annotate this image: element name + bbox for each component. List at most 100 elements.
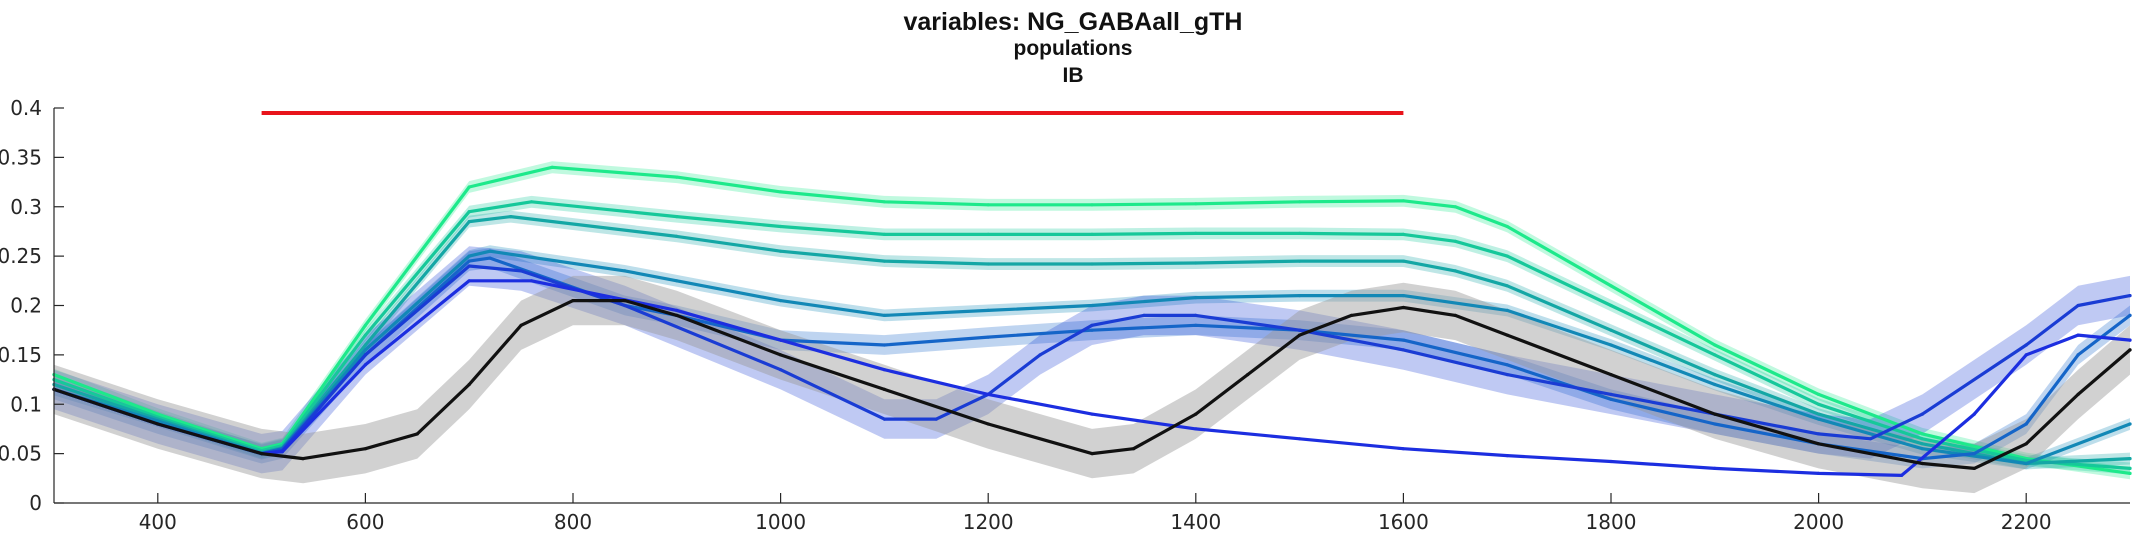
- series-5-point: [2128, 294, 2132, 298]
- series-1-point: [1920, 437, 1924, 441]
- series-7-point: [467, 382, 471, 387]
- series-7-point: [519, 323, 523, 327]
- series-0-point: [1401, 199, 1405, 203]
- series-2-point: [986, 262, 990, 266]
- series-2-point: [779, 249, 783, 253]
- series-1-point: [882, 232, 887, 236]
- series-5-point: [779, 368, 783, 372]
- series-7-point: [882, 387, 887, 391]
- series-5-point: [623, 303, 627, 308]
- series-0-point: [986, 203, 990, 207]
- series-1-point: [2024, 458, 2028, 463]
- series-5-point: [1920, 412, 1924, 416]
- y-tick-label: 0.15: [0, 343, 42, 367]
- series-6-point: [2076, 333, 2080, 337]
- series-7-point: [415, 432, 419, 436]
- series-7-point: [156, 422, 160, 426]
- series-0-point: [2128, 471, 2132, 475]
- series-5-point: [1817, 432, 1821, 436]
- series-7-point: [1194, 412, 1198, 416]
- series-1-point: [363, 333, 367, 337]
- series-7-point: [1246, 373, 1250, 377]
- series-4-point: [882, 343, 887, 347]
- series-2-point: [1194, 261, 1198, 265]
- series-3-point: [1505, 308, 1509, 312]
- series-6-point: [1401, 447, 1405, 451]
- series-0-point: [467, 185, 471, 189]
- series-4-point: [1505, 363, 1509, 367]
- series-3-point: [1090, 303, 1094, 308]
- series-2-point: [1453, 269, 1457, 273]
- series-0-point: [882, 200, 887, 204]
- x-tick-label: 1200: [963, 510, 1014, 533]
- x-tick-label: 1000: [755, 510, 806, 533]
- series-lines: [52, 165, 2132, 477]
- series-6-point: [1194, 427, 1198, 431]
- series-3-point: [1817, 417, 1821, 421]
- series-6-point: [882, 368, 887, 372]
- series-1-error-band: [54, 195, 2130, 475]
- series-6-point: [1505, 454, 1509, 458]
- series-1-point: [1453, 239, 1457, 243]
- series-1-point: [1817, 402, 1821, 406]
- x-tick-label: 2000: [1793, 510, 1844, 533]
- series-0-point: [1713, 343, 1717, 347]
- series-5-point: [934, 417, 938, 421]
- series-6-point: [779, 338, 783, 342]
- series-1-point: [1194, 231, 1198, 235]
- series-7-point: [675, 313, 679, 317]
- series-6-point: [1817, 471, 1821, 475]
- x-tick-label: 1400: [1170, 510, 1221, 533]
- series-4-point: [1194, 323, 1198, 327]
- series-3-point: [675, 279, 679, 283]
- series-3-point: [1401, 294, 1405, 298]
- series-5-error-band: [54, 246, 2130, 474]
- series-7-point: [1131, 447, 1136, 451]
- series-3-point: [1920, 447, 1924, 451]
- series-2-point: [1713, 373, 1717, 377]
- series-1-point: [986, 232, 990, 236]
- axes: 0 0.05 0.1 0.15 0.2 0.25 0.3 0.35 0.4 400 600 800 10…: [0, 96, 2130, 533]
- series-1-point: [1505, 254, 1509, 258]
- series-6-point: [1609, 459, 1613, 464]
- x-tick-label: 600: [346, 510, 384, 533]
- series-2-point: [363, 343, 367, 347]
- x-tick-label: 1600: [1378, 510, 1429, 533]
- series-7-point: [1713, 412, 1717, 416]
- series-6-point: [467, 279, 471, 283]
- series-3-point: [488, 249, 492, 253]
- series-7-point: [571, 299, 575, 303]
- series-0-point: [550, 165, 554, 169]
- y-tick-label: 0.2: [10, 294, 42, 318]
- series-3-point: [1609, 343, 1613, 347]
- series-5-point: [2024, 343, 2028, 347]
- series-6-point: [363, 363, 367, 367]
- series-3-point: [623, 269, 627, 273]
- series-2-point: [2128, 457, 2132, 461]
- series-4-point: [1090, 328, 1094, 332]
- series-4-point: [467, 259, 471, 263]
- x-tick-label: 1800: [1586, 510, 1637, 533]
- series-2-point: [1920, 442, 1924, 446]
- series-0-point: [1298, 200, 1302, 204]
- series-0-point: [1090, 203, 1094, 207]
- series-7-point: [1972, 466, 1976, 470]
- series-7-point: [301, 457, 305, 461]
- series-3-point: [467, 254, 471, 258]
- series-7-point: [2024, 442, 2028, 446]
- y-tick-label: 0.35: [0, 145, 42, 169]
- series-2-point: [467, 220, 471, 224]
- series-3-point: [1298, 294, 1302, 298]
- series-1-point: [1298, 231, 1302, 235]
- series-6-point: [1972, 412, 1976, 416]
- series-4-point: [2128, 313, 2132, 317]
- series-4-error-band: [54, 248, 2130, 469]
- series-3-point: [779, 299, 783, 303]
- chart-subtitle: populations: [1014, 37, 1133, 60]
- series-6-point: [1090, 412, 1094, 416]
- series-1-point: [1090, 232, 1094, 236]
- series-0-point: [363, 323, 367, 327]
- series-4-point: [2024, 422, 2028, 426]
- series-5-point: [519, 269, 523, 273]
